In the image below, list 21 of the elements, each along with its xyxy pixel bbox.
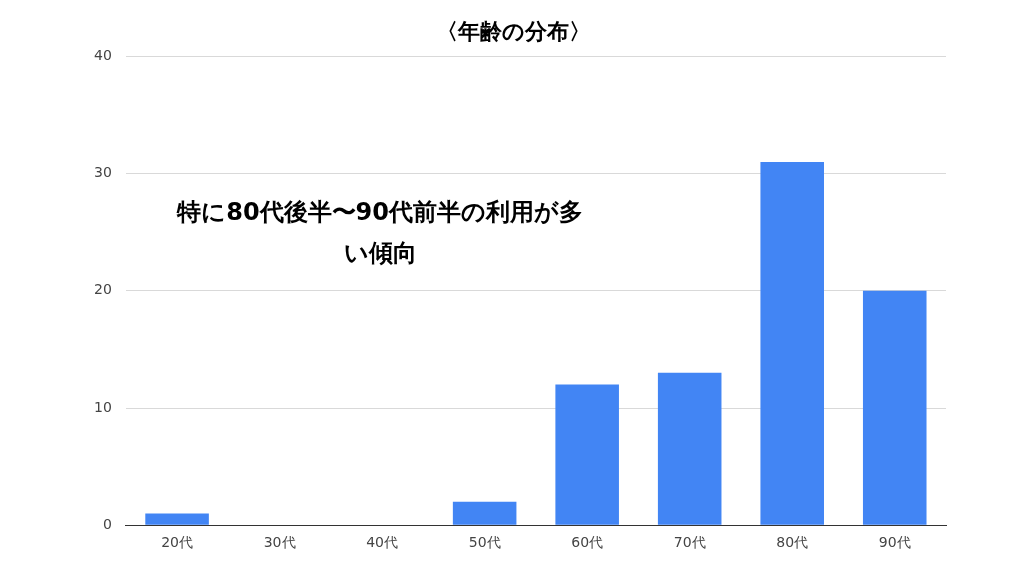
bar <box>862 290 927 525</box>
x-tick-label: 30代 <box>263 534 296 551</box>
x-tick-label: 80代 <box>776 534 809 551</box>
bar <box>760 161 824 525</box>
x-tick-label: 50代 <box>468 534 501 551</box>
x-tick-label: 60代 <box>571 534 604 551</box>
y-tick-label: 20 <box>93 281 112 298</box>
x-tick-label: 40代 <box>366 534 399 551</box>
y-tick-label: 30 <box>93 164 112 181</box>
y-tick-label: 0 <box>102 515 112 532</box>
x-tick-label: 20代 <box>161 534 193 551</box>
bar <box>452 501 517 525</box>
bar <box>657 372 722 525</box>
y-tick-label: 10 <box>93 398 112 415</box>
x-tick-label: 90代 <box>878 534 911 551</box>
annotation: 特に80代後半〜90代前半の利用が多い傾向 <box>176 197 583 267</box>
y-tick-label: 40 <box>93 47 112 64</box>
chart-title: 〈年齢の分布〉 <box>435 18 591 44</box>
x-tick-label: 70代 <box>673 534 706 551</box>
bar <box>555 384 619 525</box>
bar <box>145 513 209 525</box>
